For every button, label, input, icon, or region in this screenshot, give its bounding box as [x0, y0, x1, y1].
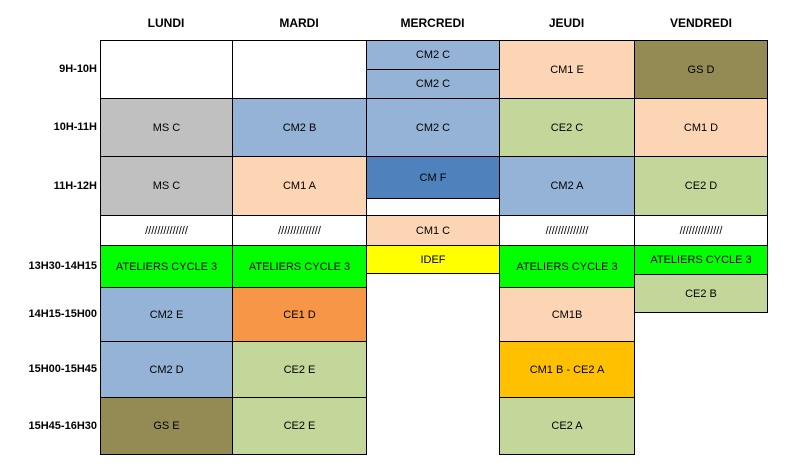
day-header-thursday: JEUDI	[548, 16, 585, 30]
cell-monday-break: //////////////	[100, 215, 233, 246]
cell-wednesday-11h: CM F	[366, 156, 500, 199]
time-label-11h: 11H-12H	[53, 179, 97, 192]
time-label-15h45: 15H45-16H30	[28, 420, 98, 432]
cell-wednesday-1330: IDEF	[366, 245, 500, 274]
cell-friday-10h: CM1 D	[634, 98, 768, 157]
cell-wednesday-10h: CM2 C	[366, 98, 500, 157]
day-header-tuesday: MARDI	[279, 16, 319, 30]
time-label-13h30: 13H30-14H15	[28, 260, 98, 272]
cell-friday-9h: GS D	[634, 40, 768, 99]
cell-friday-1415: CE2 B	[634, 274, 768, 313]
cell-friday-1330: ATELIERS CYCLE 3	[634, 245, 768, 275]
time-label-10h: 10H-11H	[53, 121, 97, 133]
cell-monday-9h	[100, 40, 233, 99]
cell-tuesday-9h	[232, 40, 367, 99]
cell-thursday-1500: CM1 B - CE2 A	[499, 341, 635, 398]
cell-monday-1500: CM2 D	[100, 341, 233, 398]
cell-tuesday-1500: CE2 E	[232, 341, 367, 398]
cell-thursday-11h: CM2 A	[499, 156, 635, 216]
cell-wednesday-break: CM1 C	[366, 215, 500, 246]
cell-wednesday-9h-a: CM2 C	[366, 40, 500, 70]
time-label-9h: 9H-10H	[59, 63, 97, 75]
cell-friday-11h: CE2 D	[634, 156, 768, 216]
cell-thursday-break: //////////////	[499, 215, 635, 246]
cell-tuesday-1545: CE2 E	[232, 397, 367, 455]
cell-thursday-1330: ATELIERS CYCLE 3	[499, 245, 635, 288]
cell-wednesday-11h-empty	[366, 198, 500, 216]
cell-monday-1545: GS E	[100, 397, 233, 455]
cell-monday-1415: CM2 E	[100, 287, 233, 342]
cell-monday-1330: ATELIERS CYCLE 3	[100, 245, 233, 288]
cell-tuesday-1415: CE1 D	[232, 287, 367, 342]
cell-wednesday-9h-b: CM2 C	[366, 69, 500, 99]
time-label-15h00: 15H00-15H45	[28, 363, 98, 375]
day-header-friday: VENDREDI	[669, 16, 732, 30]
cell-thursday-1415: CM1B	[499, 287, 635, 342]
cell-thursday-1545: CE2 A	[499, 397, 635, 455]
cell-tuesday-1330: ATELIERS CYCLE 3	[232, 245, 367, 288]
cell-friday-break: //////////////	[634, 215, 768, 246]
cell-monday-11h: MS C	[100, 156, 233, 216]
cell-thursday-10h: CE2 C	[499, 98, 635, 157]
cell-tuesday-break: //////////////	[232, 215, 367, 246]
day-header-monday: LUNDI	[147, 16, 185, 30]
day-header-wednesday: MERCREDI	[400, 16, 465, 30]
cell-thursday-9h: CM1 E	[499, 40, 635, 99]
cell-tuesday-10h: CM2 B	[232, 98, 367, 157]
time-label-14h15: 14H15-15H00	[28, 308, 98, 320]
cell-tuesday-11h: CM1 A	[232, 156, 367, 216]
cell-monday-10h: MS C	[100, 98, 233, 157]
